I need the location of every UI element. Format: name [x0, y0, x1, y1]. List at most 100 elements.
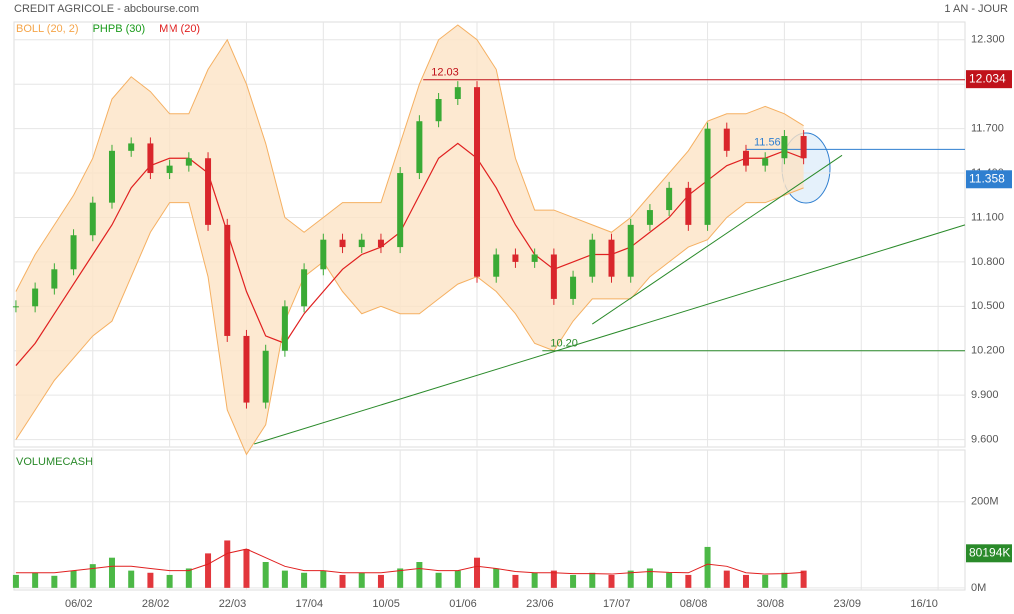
volume-bar — [704, 546, 711, 588]
candle — [646, 210, 653, 225]
candle — [32, 288, 39, 307]
volume-bar — [781, 572, 788, 588]
volume-bar — [435, 572, 442, 588]
x-tick-label: 23/09 — [833, 598, 861, 610]
volume-bar — [51, 575, 58, 588]
candle — [512, 254, 519, 262]
y-tick-label: 11.100 — [971, 211, 1004, 223]
y-tick-label: 10.500 — [971, 300, 1005, 312]
volume-bar — [723, 570, 730, 588]
x-tick-label: 17/04 — [296, 598, 324, 610]
level-label: 12.03 — [431, 67, 459, 79]
volume-bar — [589, 572, 596, 588]
volume-bar — [742, 574, 749, 588]
candle — [704, 128, 711, 225]
volume-bar — [608, 574, 615, 588]
volume-bar — [685, 574, 692, 588]
candle — [377, 239, 384, 248]
candle — [128, 143, 135, 151]
volume-bar — [147, 572, 154, 588]
volume-bar — [281, 570, 288, 588]
candle — [454, 87, 461, 100]
candle — [608, 239, 615, 277]
volume-bar — [166, 574, 173, 588]
candle — [781, 136, 788, 159]
price-box — [966, 70, 1012, 89]
x-tick-label: 22/03 — [219, 598, 247, 610]
candle — [281, 306, 288, 351]
x-tick-label: 23/06 — [526, 598, 554, 610]
y-tick-label: 10.200 — [971, 345, 1005, 357]
level-label: 11.56 — [754, 136, 781, 148]
volume-bar — [339, 574, 346, 588]
bollinger-line — [15, 24, 804, 292]
candle — [301, 269, 308, 307]
bollinger-line — [15, 187, 804, 456]
candle — [185, 158, 192, 166]
volume-bar — [358, 572, 365, 588]
candle — [531, 254, 538, 262]
price-box-label: 11.358 — [969, 171, 1005, 185]
volume-bar — [762, 574, 769, 588]
volume-label: VOLUMECASH — [16, 456, 93, 468]
volume-bar — [570, 574, 577, 588]
volume-bar — [12, 574, 19, 588]
volume-bar — [531, 572, 538, 588]
ma-line — [15, 142, 804, 366]
volume-bar — [550, 570, 557, 588]
legend-entry: BOLL (20, 2) — [16, 23, 79, 35]
candle — [685, 187, 692, 225]
x-tick-label: 16/10 — [910, 598, 938, 610]
legend-entry: PHPB (30) — [93, 23, 146, 35]
candle — [800, 136, 807, 159]
volume-bar — [800, 570, 807, 588]
y-tick-label: 200M — [971, 496, 999, 508]
band-fill — [15, 24, 804, 455]
candle — [589, 239, 596, 277]
y-tick-label: 0M — [971, 582, 986, 594]
y-tick-label: 9.900 — [971, 389, 999, 401]
volume-bar — [320, 570, 327, 588]
volume-bar — [397, 568, 404, 588]
x-tick-label: 28/02 — [142, 598, 170, 610]
x-tick-label: 01/06 — [449, 598, 477, 610]
volume-ma-line — [15, 548, 804, 575]
volume-bar — [646, 568, 653, 588]
candle — [397, 173, 404, 248]
level-label: 10.20 — [550, 338, 578, 350]
volume-bar — [243, 549, 250, 588]
volume-bar — [416, 562, 423, 588]
candle — [358, 239, 365, 248]
x-tick-label: 17/07 — [603, 598, 631, 610]
volume-box-label: 80194K — [969, 545, 1010, 559]
volume-box — [966, 544, 1012, 563]
y-tick-label: 10.800 — [971, 256, 1005, 268]
candle — [627, 224, 634, 277]
y-tick-label: 12.300 — [971, 34, 1005, 46]
candle — [742, 150, 749, 166]
volume-bar — [262, 562, 269, 588]
candle — [70, 235, 77, 270]
candle — [666, 187, 673, 211]
volume-bar — [205, 553, 212, 588]
x-tick-label: 06/02 — [65, 598, 93, 610]
candle — [166, 165, 173, 174]
y-tick-label: 11.700 — [971, 123, 1004, 135]
price-box — [966, 170, 1012, 189]
volume-bar — [89, 564, 96, 588]
period: 1 AN - JOUR — [944, 3, 1008, 15]
candle — [147, 143, 154, 174]
candle — [89, 202, 96, 236]
candle — [262, 350, 269, 403]
volume-bar — [128, 570, 135, 588]
volume-bar — [474, 557, 481, 588]
x-tick-label: 30/08 — [757, 598, 785, 610]
candle — [570, 276, 577, 299]
volume-bar — [32, 572, 39, 588]
candle — [339, 239, 346, 248]
volume-bar — [454, 570, 461, 588]
x-tick-label: 08/08 — [680, 598, 708, 610]
volume-bar — [666, 572, 673, 588]
volume-bar — [512, 574, 519, 588]
